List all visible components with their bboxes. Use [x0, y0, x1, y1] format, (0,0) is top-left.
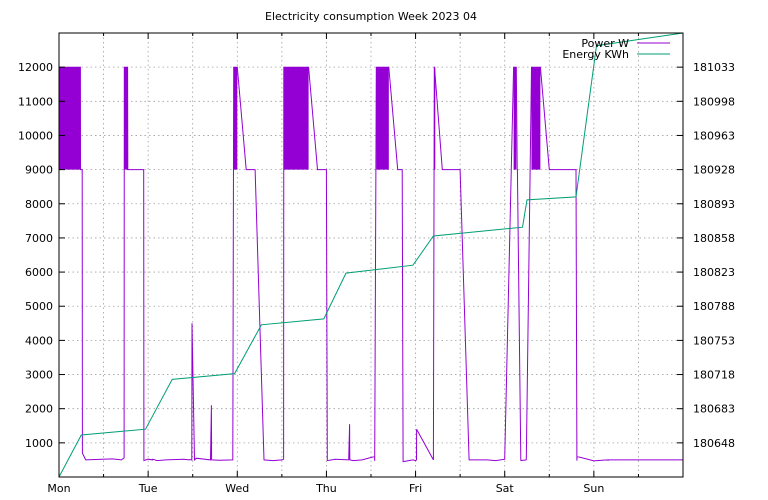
y2-tick-label: 180928	[693, 164, 735, 177]
y-tick-label: 11000	[18, 95, 53, 108]
y2-tick-label: 180683	[693, 403, 735, 416]
y-tick-label: 7000	[25, 232, 53, 245]
y2-tick-label: 180648	[693, 437, 735, 450]
y-tick-label: 9000	[25, 164, 53, 177]
y2-tick-label: 180753	[693, 334, 735, 347]
y-tick-label: 1000	[25, 437, 53, 450]
y-tick-label: 10000	[18, 129, 53, 142]
x-tick-label: Thu	[315, 482, 337, 495]
x-tick-label: Sat	[496, 482, 515, 495]
power-peak-block	[376, 67, 389, 170]
x-tick-label: Fri	[409, 482, 422, 495]
series-layer	[58, 32, 684, 478]
x-tick-label: Mon	[47, 482, 70, 495]
y-tick-label: 12000	[18, 61, 53, 74]
y-tick-label: 8000	[25, 198, 53, 211]
x-tick-label: Tue	[138, 482, 158, 495]
y2-tick-label: 180893	[693, 198, 735, 211]
series-line-energy	[58, 32, 684, 478]
y2-tick-label: 180963	[693, 129, 735, 142]
power-peak-block	[513, 67, 517, 170]
y-tick-label: 4000	[25, 334, 53, 347]
y2-tick-label: 180858	[693, 232, 735, 245]
y-tick-label: 2000	[25, 403, 53, 416]
y2-tick-label: 180823	[693, 266, 735, 279]
y2-tick-label: 180788	[693, 300, 735, 313]
y2-tick-label: 180718	[693, 369, 735, 382]
power-peak-block	[283, 67, 309, 170]
y-tick-label: 3000	[25, 369, 53, 382]
chart-title: Electricity consumption Week 2023 04	[265, 10, 477, 23]
legend-label: Energy KWh	[562, 48, 629, 61]
x-tick-label: Sun	[583, 482, 604, 495]
power-peak-block	[124, 67, 128, 170]
power-peak-block	[434, 67, 436, 170]
series-line-power	[59, 66, 683, 463]
x-tick-label: Wed	[225, 482, 249, 495]
y-tick-label: 5000	[25, 300, 53, 313]
power-peak-block	[531, 67, 541, 170]
axes: 1000 2000 3000 4000 5000 6000 7000 8000 9000 1000…	[18, 33, 735, 495]
legend-label: Power W	[581, 37, 629, 50]
power-peak-block	[233, 67, 238, 170]
y-tick-label: 6000	[25, 266, 53, 279]
grid-lines	[59, 33, 683, 477]
y2-tick-label: 180998	[693, 95, 735, 108]
power-peak-block	[59, 67, 81, 170]
y2-tick-label: 181033	[693, 61, 735, 74]
